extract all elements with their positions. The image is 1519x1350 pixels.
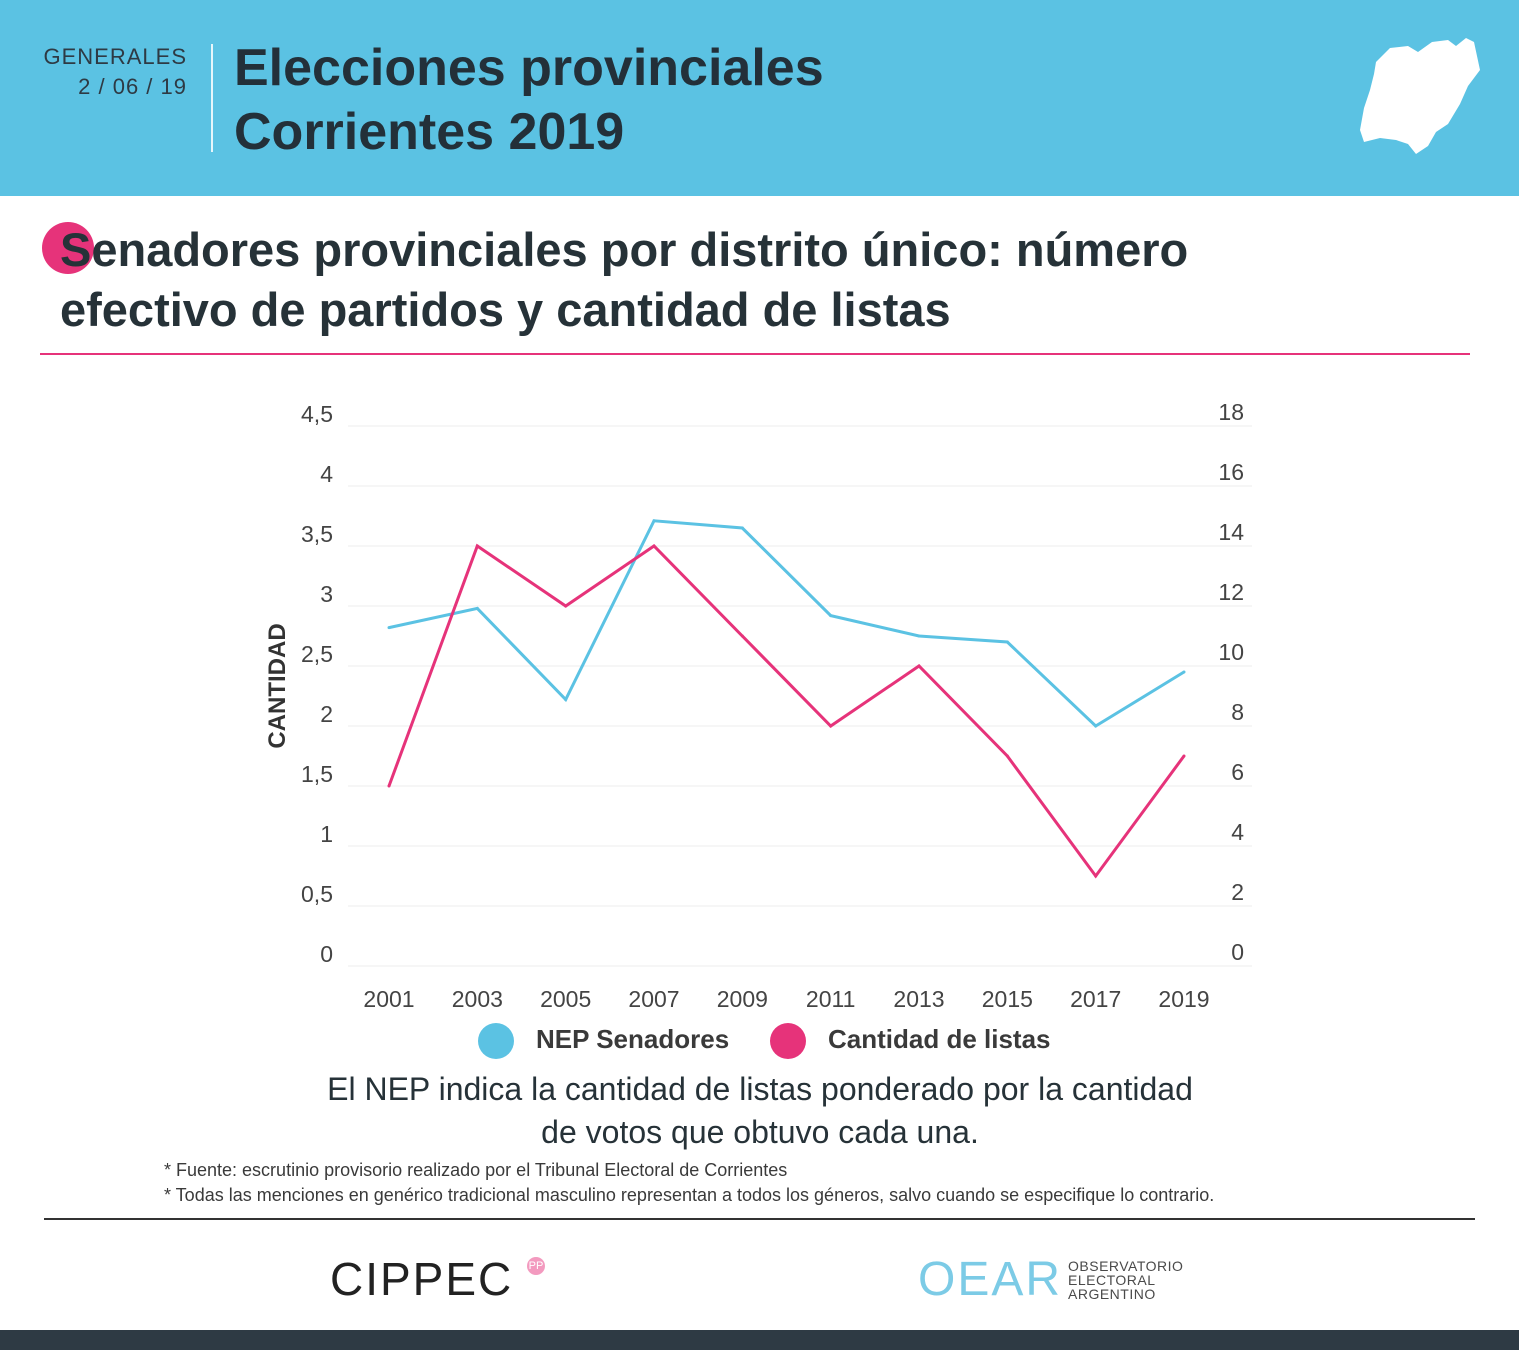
oear-logo-line3: ARGENTINO: [1068, 1286, 1156, 1302]
cippec-badge-icon: PP: [527, 1257, 545, 1275]
oear-logo-line1: OBSERVATORIO: [1068, 1258, 1184, 1274]
y-right-tick-label: 12: [1218, 579, 1244, 605]
header-divider: [211, 44, 213, 152]
data-point: [1005, 640, 1009, 644]
election-date-block: GENERALES 2 / 06 / 19: [44, 42, 188, 102]
data-point: [564, 698, 568, 702]
data-point: [652, 519, 656, 523]
legend-label-nep: NEP Senadores: [536, 1024, 730, 1054]
footer-bar: [0, 1330, 1519, 1350]
header-banner: GENERALES 2 / 06 / 19 Elecciones provinc…: [0, 0, 1519, 196]
cippec-logo: CIPPEC: [330, 1253, 514, 1305]
y-left-tick-label: 0,5: [301, 881, 333, 907]
page-title: Elecciones provinciales Corrientes 2019: [234, 36, 824, 164]
chart-note-line2: de votos que obtuvo cada una.: [541, 1114, 979, 1150]
y-right-tick-label: 18: [1218, 399, 1244, 425]
chart-title: Senadores provinciales por distrito únic…: [60, 220, 1188, 340]
x-tick-label: 2019: [1158, 986, 1209, 1010]
data-point: [1182, 754, 1186, 758]
heading-accent-dot: [42, 222, 94, 274]
chart-title-line2: efectivo de partidos y cantidad de lista…: [60, 283, 951, 336]
page-title-line2: Corrientes 2019: [234, 103, 625, 161]
x-tick-label: 2001: [363, 986, 414, 1010]
data-point: [387, 784, 391, 788]
series-line-listas: [387, 543, 1186, 879]
y-left-tick-label: 2: [320, 701, 333, 727]
x-tick-label: 2009: [717, 986, 768, 1010]
y-left-tick-label: 2,5: [301, 641, 333, 667]
x-tick-label: 2015: [982, 986, 1033, 1010]
legend-swatch-listas: [770, 1023, 806, 1059]
footnotes: * Fuente: escrutinio provisorio realizad…: [164, 1158, 1214, 1208]
x-tick-label: 2017: [1070, 986, 1121, 1010]
data-point: [1005, 754, 1009, 758]
y-left-tick-label: 1,5: [301, 761, 333, 787]
x-tick-label: 2005: [540, 986, 591, 1010]
data-point: [917, 634, 921, 638]
data-point: [1094, 724, 1098, 728]
data-point: [564, 604, 568, 608]
y-right-tick-label: 2: [1231, 879, 1244, 905]
x-tick-label: 2013: [893, 986, 944, 1010]
oear-logo-text: OBSERVATORIO ELECTORAL ARGENTINO: [1068, 1259, 1183, 1301]
x-tick-label: 2011: [806, 986, 855, 1010]
data-point: [475, 606, 479, 610]
series-line-nep: [388, 519, 1185, 728]
y-right-tick-label: 0: [1231, 939, 1244, 965]
data-point: [740, 634, 744, 638]
y-left-tick-label: 1: [320, 821, 333, 847]
data-point: [829, 724, 833, 728]
y-left-tick-label: 4: [320, 461, 333, 487]
page-title-line1: Elecciones provinciales: [234, 39, 824, 97]
data-point: [917, 664, 921, 668]
y-left-tick-label: 3: [320, 581, 333, 607]
footnote-gender: * Todas las menciones en genérico tradic…: [164, 1185, 1215, 1205]
data-point: [387, 626, 391, 630]
corrientes-map-icon: [1360, 38, 1480, 154]
legend-swatch-nep: [478, 1023, 514, 1059]
x-tick-label: 2003: [452, 986, 503, 1010]
y-right-tick-label: 10: [1218, 639, 1244, 665]
election-date: 2 / 06 / 19: [78, 74, 187, 99]
chart-note: El NEP indica la cantidad de listas pond…: [160, 1068, 1360, 1154]
oear-logo: OEAR: [918, 1253, 1063, 1306]
y-right-tick-label: 16: [1218, 459, 1244, 485]
oear-logo-line2: ELECTORAL: [1068, 1272, 1156, 1288]
y-right-tick-label: 14: [1218, 519, 1244, 545]
footer-rule: [44, 1218, 1475, 1220]
line-chart: 0 0,5 1 1,5 2 2,5 3 3,5 4 4,5 0 2 4 6 8 10 12 14 16 18 2001 2…: [264, 399, 1252, 1010]
data-point: [652, 544, 656, 548]
legend-label-listas: Cantidad de listas: [828, 1024, 1051, 1054]
data-point: [1094, 874, 1098, 878]
data-point: [475, 544, 479, 548]
y-right-tick-label: 4: [1231, 819, 1244, 845]
chart-title-line1: Senadores provinciales por distrito únic…: [60, 223, 1189, 276]
y-axis-label: CANTIDAD: [264, 623, 291, 748]
heading-rule: [40, 353, 1470, 355]
y-right-tick-label: 6: [1231, 759, 1244, 785]
y-right-tick-label: 8: [1231, 699, 1244, 725]
election-type-label: GENERALES: [43, 44, 187, 69]
data-point: [829, 614, 833, 618]
x-tick-label: 2007: [628, 986, 679, 1010]
y-left-tick-label: 4,5: [301, 401, 333, 427]
footnote-source: * Fuente: escrutinio provisorio realizad…: [164, 1160, 788, 1180]
y-left-tick-label: 3,5: [301, 521, 333, 547]
data-point: [1182, 670, 1186, 674]
y-left-tick-label: 0: [320, 941, 333, 967]
data-point: [740, 526, 744, 530]
chart-note-line1: El NEP indica la cantidad de listas pond…: [327, 1071, 1193, 1107]
